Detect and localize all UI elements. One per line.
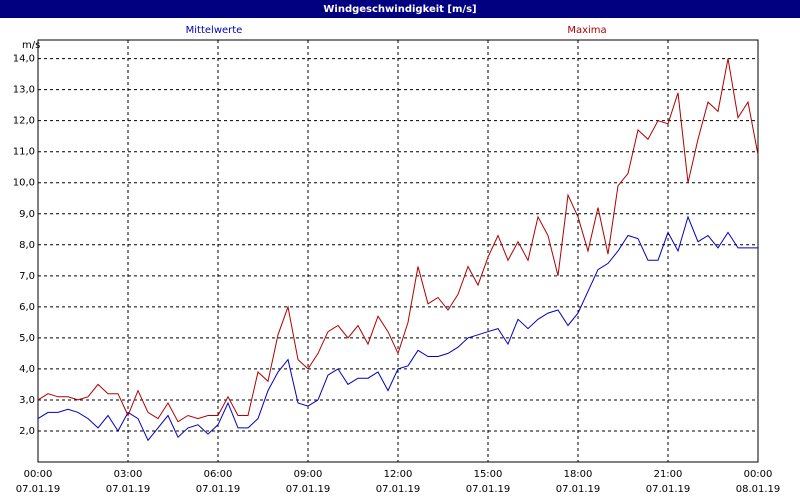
x-tick-label: 09:00 — [294, 469, 323, 480]
title-bar — [0, 0, 800, 18]
x-tick-date: 07.01.19 — [286, 484, 331, 495]
y-tick-label: 9,0 — [19, 209, 35, 220]
x-tick-date: 07.01.19 — [646, 484, 691, 495]
x-tick-label: 00:00 — [744, 469, 773, 480]
chart-title: Windgeschwindigkeit [m/s] — [323, 4, 476, 15]
x-tick-label: 12:00 — [384, 469, 413, 480]
y-tick-label: 12,0 — [13, 116, 35, 127]
y-tick-label: 4,0 — [19, 364, 35, 375]
y-tick-label: 13,0 — [13, 85, 35, 96]
y-tick-label: 14,0 — [13, 54, 35, 65]
x-tick-date: 07.01.19 — [106, 484, 151, 495]
y-tick-label: 2,0 — [19, 426, 35, 437]
y-tick-label: 7,0 — [19, 271, 35, 282]
x-tick-date: 07.01.19 — [196, 484, 241, 495]
y-tick-label: 11,0 — [13, 147, 35, 158]
y-tick-label: 5,0 — [19, 333, 35, 344]
series-line — [37, 215, 758, 442]
x-tick-label: 00:00 — [24, 469, 53, 480]
y-tick-label: 6,0 — [19, 302, 35, 313]
x-tick-label: 18:00 — [564, 469, 593, 480]
x-tick-label: 15:00 — [474, 469, 503, 480]
x-tick-date: 07.01.19 — [376, 484, 421, 495]
series-line — [37, 58, 759, 423]
x-tick-label: 06:00 — [204, 469, 233, 480]
y-tick-label: 8,0 — [19, 240, 35, 251]
x-tick-label: 03:00 — [114, 469, 143, 480]
x-tick-date: 08.01.19 — [736, 484, 781, 495]
plot-frame — [37, 39, 759, 463]
y-tick-label: 3,0 — [19, 395, 35, 406]
legend-entry: Mittelwerte — [186, 25, 243, 36]
legend-entry: Maxima — [567, 25, 606, 36]
x-tick-date: 07.01.19 — [16, 484, 61, 495]
y-tick-label: 10,0 — [13, 178, 35, 189]
x-tick-label: 21:00 — [654, 469, 683, 480]
y-axis-label: m/s — [22, 40, 40, 51]
x-tick-date: 07.01.19 — [466, 484, 511, 495]
x-tick-date: 07.01.19 — [556, 484, 601, 495]
